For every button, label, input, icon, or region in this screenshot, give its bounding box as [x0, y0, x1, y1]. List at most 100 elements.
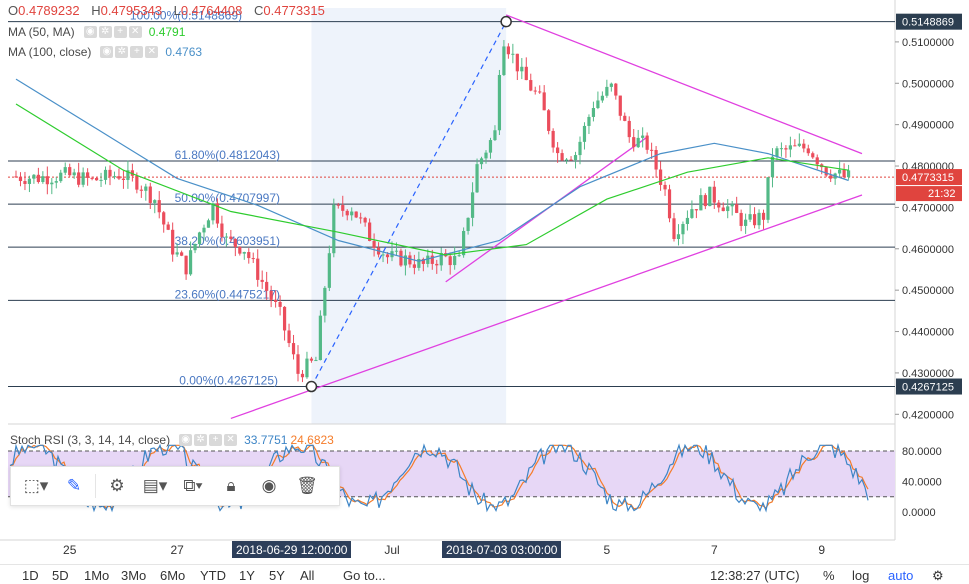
eye-icon[interactable]: ◉ [179, 434, 193, 446]
candle-body [72, 172, 76, 176]
candle-body [32, 174, 36, 179]
fib-anchor-end-handle[interactable] [500, 15, 512, 28]
candle-body [676, 234, 681, 240]
candle-body [699, 195, 703, 211]
gear-icon[interactable]: ⚙ [109, 476, 125, 495]
layers-icon[interactable]: ▤▾ [142, 476, 168, 495]
candle-body [332, 204, 336, 254]
candle-body [475, 164, 479, 193]
settings-gear-icon[interactable]: ⚙ [932, 568, 944, 583]
fib-anchor-start-handle[interactable] [305, 380, 318, 393]
candle-body [779, 148, 784, 150]
candle-body [403, 255, 408, 266]
price-tag-last-bg [896, 169, 962, 186]
range-3mo[interactable]: 3Mo [121, 568, 147, 583]
trendline [505, 14, 863, 155]
low-label: L [173, 3, 181, 18]
clone-icon[interactable]: ⧉▾ [183, 476, 203, 495]
candle-body [744, 219, 748, 226]
candle-body [591, 108, 596, 117]
candle-body [260, 279, 264, 282]
candle-body [775, 148, 779, 157]
candle-body [690, 209, 694, 218]
range-5d[interactable]: 5D [52, 568, 69, 583]
candle-body [573, 155, 578, 161]
time-axis-label: 7 [711, 543, 718, 557]
ohlc-header: O0.4789232 H0.4795343 L0.4764408 C0.4773… [8, 3, 333, 18]
close-icon[interactable]: ✕ [224, 434, 238, 446]
countdown-tag-bg [896, 186, 962, 202]
add-icon[interactable]: + [130, 46, 144, 58]
candle-body [180, 252, 184, 256]
candle-body [560, 153, 564, 161]
candle-body [282, 306, 287, 331]
price-tick-label: 0.4400000 [902, 327, 954, 339]
settings-icon[interactable]: ✲ [115, 46, 129, 58]
open-label: O [8, 3, 19, 18]
candle-body [484, 152, 488, 159]
candle-body [587, 116, 591, 126]
trash-icon[interactable]: 🗑︎ [296, 476, 318, 495]
range-5y[interactable]: 5Y [269, 568, 285, 583]
candle-body [802, 143, 806, 149]
close-icon[interactable]: ✕ [128, 26, 142, 38]
ma50-legend[interactable]: MA (50, MA) ◉ ✲ + ✕ 0.4791 [8, 25, 185, 39]
candle-body [564, 159, 569, 161]
candle-body [238, 246, 242, 254]
time-axis-label: 5 [604, 543, 611, 557]
candle-body [184, 255, 188, 275]
candle-body [556, 147, 560, 154]
settings-icon[interactable]: ✲ [98, 26, 112, 38]
candle-body [479, 158, 484, 165]
candle-body [667, 189, 672, 219]
candle-body [470, 192, 475, 218]
candle-body [748, 214, 752, 220]
drawing-toolbar: ⬚▾ ✎ ⚙ ▤▾ ⧉▾ 🔒︎ ◉ 🗑︎ [10, 466, 340, 506]
candle-body [394, 250, 399, 252]
candle-body [788, 145, 792, 150]
candle-body [488, 140, 493, 153]
lock-icon[interactable]: 🔒︎ [226, 476, 236, 495]
candle-body [600, 95, 604, 101]
stoch-tick-label: 80.0000 [902, 446, 942, 458]
candle-body [412, 264, 416, 268]
candle-body [426, 255, 430, 264]
selection-tool-icon[interactable]: ⬚▾ [23, 476, 49, 495]
stoch-k-line [9, 442, 869, 513]
close-icon[interactable]: ✕ [145, 46, 159, 58]
range-all[interactable]: All [300, 568, 315, 583]
candle-body [793, 145, 797, 147]
time-axis-label: 27 [170, 543, 184, 557]
add-icon[interactable]: + [209, 434, 223, 446]
eye-icon[interactable]: ◉ [100, 46, 114, 58]
auto-toggle[interactable]: auto [888, 568, 914, 583]
range-1mo[interactable]: 1Mo [84, 568, 110, 583]
range-1y[interactable]: 1Y [239, 568, 255, 583]
candle-body [350, 211, 354, 216]
price-tag-high-bg [896, 13, 962, 30]
log-toggle[interactable]: log [852, 568, 870, 583]
add-icon[interactable]: + [113, 26, 127, 38]
ma50-value: 0.4791 [148, 25, 186, 39]
candle-body [497, 74, 502, 131]
goto-button[interactable]: Go to... [343, 568, 386, 583]
candle-body [68, 167, 72, 176]
brush-icon[interactable]: ✎ [66, 476, 82, 495]
range-6mo[interactable]: 6Mo [160, 568, 186, 583]
eye-icon[interactable]: ◉ [83, 26, 97, 38]
stoch-legend[interactable]: Stoch RSI (3, 3, 14, 14, close) ◉ ✲ + ✕ 33.… [10, 433, 334, 447]
candle-body [36, 174, 40, 183]
ma100-legend[interactable]: MA (100, close) ◉ ✲ + ✕ 0.4763 [8, 45, 202, 59]
candle-body [188, 250, 193, 275]
settings-icon[interactable]: ✲ [194, 434, 208, 446]
bottom-bar: 1D 5D 1Mo 3Mo 6Mo YTD 1Y 5Y All Go to...… [0, 564, 969, 583]
eye-icon[interactable]: ◉ [261, 476, 277, 495]
candle-body [135, 175, 139, 190]
range-1d[interactable]: 1D [22, 568, 39, 583]
percent-toggle[interactable]: % [823, 568, 835, 583]
candle-body [614, 83, 618, 96]
range-ytd[interactable]: YTD [200, 568, 226, 583]
candle-body [542, 92, 546, 111]
candle-body [162, 212, 166, 225]
